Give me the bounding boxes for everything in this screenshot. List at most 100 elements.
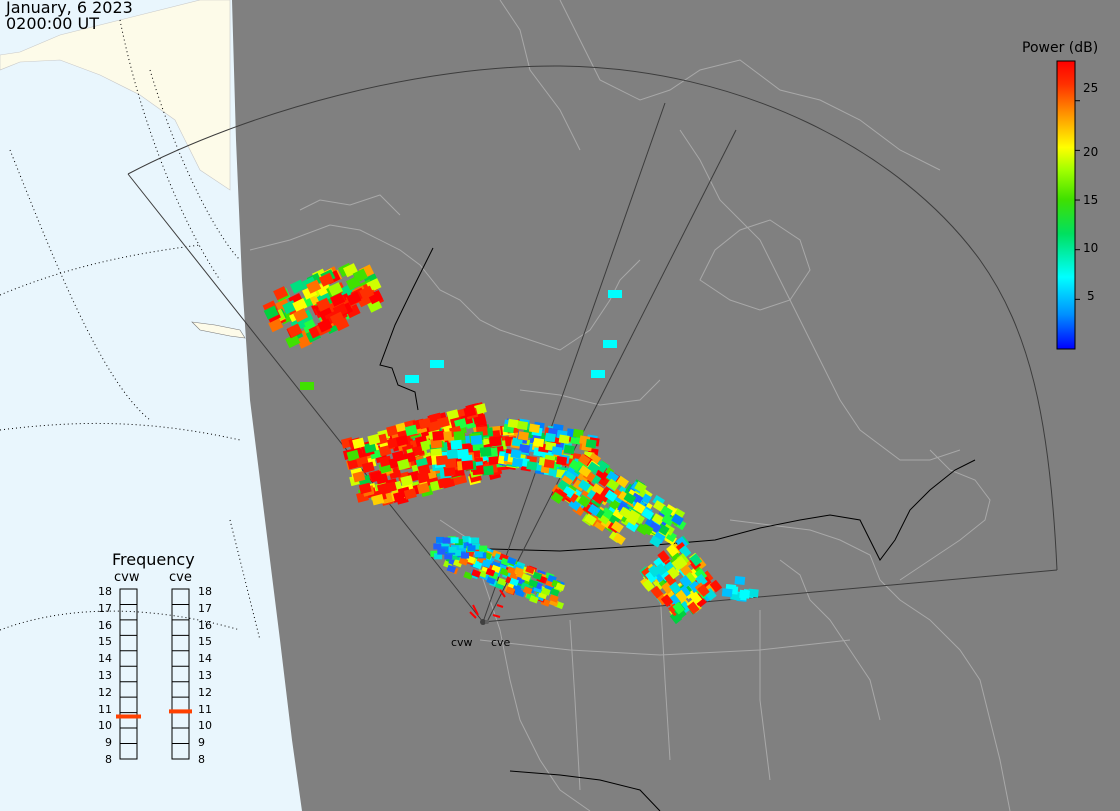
colorbar-tick-25: 25 (1083, 81, 1099, 95)
backscatter-cell (648, 521, 662, 534)
alaska-landmass (0, 0, 231, 191)
backscatter-cell (386, 424, 399, 437)
colorbar (1056, 60, 1080, 350)
backscatter-cell (472, 543, 481, 550)
freq-marker-cve (169, 709, 192, 714)
backscatter-cell (463, 571, 473, 580)
backscatter-cell (463, 405, 477, 418)
backscatter-cell (664, 573, 677, 586)
aleutian-islands (191, 321, 246, 339)
backscatter-cell (437, 477, 451, 489)
site-marker-cve (485, 620, 489, 624)
backscatter-cell (679, 575, 692, 588)
backscatter-cell (458, 557, 469, 566)
backscatter-cell (594, 460, 608, 474)
site-label-cvw: cvw (451, 636, 473, 649)
backscatter-cell (404, 424, 418, 437)
backscatter-cell (661, 581, 674, 595)
backscatter-cell (384, 481, 397, 493)
backscatter-cell (359, 285, 375, 300)
backscatter-cell (316, 297, 332, 312)
freq-tick-left: 14 (98, 652, 112, 666)
backscatter-cell (507, 556, 517, 566)
freq-tick-right: 13 (198, 669, 212, 682)
backscatter-cell (442, 537, 451, 544)
backscatter-cell (550, 491, 564, 504)
freq-tick-right: 12 (198, 685, 212, 699)
backscatter-cell (616, 475, 629, 488)
backscatter-cell (594, 519, 607, 532)
backscatter-cell (457, 448, 470, 459)
backscatter-cell (625, 520, 639, 533)
backscatter-cell (446, 409, 460, 421)
frequency-bars (116, 588, 192, 760)
colorbar-tick-20: 20 (1083, 145, 1099, 159)
backscatter-cell (695, 573, 708, 587)
backscatter-cell (330, 292, 346, 307)
backscatter-cell (613, 532, 626, 546)
backscatter-cell (532, 571, 543, 581)
backscatter-cell (471, 537, 480, 544)
backscatter-cell (666, 543, 679, 557)
backscatter-cell (327, 282, 343, 297)
backscatter-cell (443, 466, 456, 477)
graticule (0, 19, 261, 641)
backscatter-cell (306, 279, 322, 294)
freq-bar-cve (171, 588, 190, 760)
backscatter-cell (739, 589, 750, 599)
backscatter-cell (507, 566, 517, 575)
freq-tick-right: 18 (198, 585, 212, 598)
backscatter-cell (611, 520, 624, 534)
backscatter-cell (577, 495, 591, 508)
backscatter-cell (678, 600, 692, 614)
backscatter-cell (645, 570, 658, 584)
backscatter-cell (511, 457, 523, 468)
backscatter-cell (660, 505, 673, 518)
backscatter-cell (529, 595, 539, 604)
backscatter-cell (481, 559, 492, 569)
backscatter-cell (453, 549, 462, 556)
freq-tick-left: 17 (98, 601, 112, 615)
backscatter-cell (591, 492, 605, 505)
backscatter-cell (477, 569, 488, 578)
freq-tick-right: 17 (198, 601, 212, 615)
backscatter-cell (473, 403, 487, 415)
frequency-title: Frequency (112, 550, 195, 569)
backscatter-cell (448, 546, 457, 553)
backscatter-cell (329, 311, 346, 326)
backscatter-cell (462, 536, 471, 543)
backscatter-cell (669, 581, 682, 595)
backscatter-cell (472, 604, 479, 616)
backscatter-cell (689, 591, 703, 605)
backscatter-cell (479, 446, 492, 457)
backscatter-cell (499, 567, 510, 577)
time-label: 0200:00 UT (6, 14, 100, 33)
backscatter-cell (683, 571, 697, 585)
backscatter-cell (526, 461, 538, 471)
backscatter-cell (352, 470, 366, 483)
backscatter-cell (678, 545, 692, 558)
backscatter-cell (675, 556, 688, 569)
backscatter-cell (606, 470, 620, 483)
backscatter-cell (482, 465, 494, 476)
backscatter-cell (734, 575, 746, 585)
backscatter-cell (471, 569, 481, 578)
backscatter-cell (289, 279, 306, 294)
backscatter-cell (634, 481, 647, 494)
backscatter-cell (543, 459, 555, 469)
backscatter-cell (417, 482, 430, 495)
freq-tick-right: 14 (198, 652, 212, 666)
backscatter-cell (346, 449, 360, 462)
backscatter-cell (525, 565, 535, 574)
backscatter-cell (565, 466, 579, 479)
backscatter-cell (461, 552, 470, 559)
backscatter-cell (633, 501, 646, 514)
freq-tick-left: 15 (98, 635, 112, 649)
backscatter-cell (549, 594, 559, 603)
backscatter-cell (461, 460, 474, 471)
backscatter-cell (544, 432, 556, 443)
backscatter-cell (600, 507, 614, 520)
freq-tick-left: 13 (98, 669, 112, 682)
colorbar-tick-15: 15 (1083, 193, 1099, 207)
backscatter-cell (689, 553, 703, 567)
